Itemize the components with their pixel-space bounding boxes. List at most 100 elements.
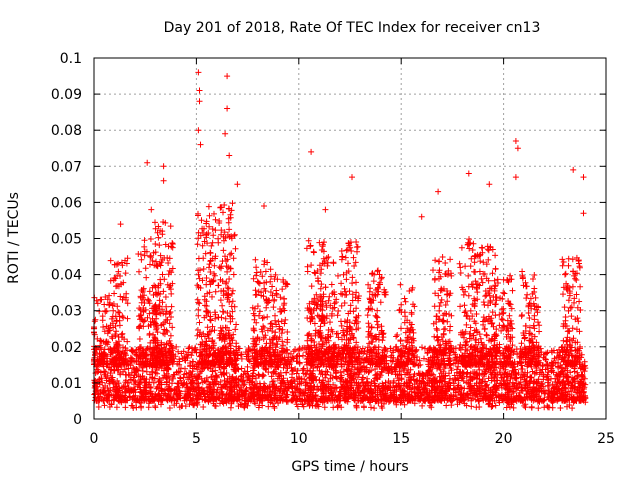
data-point xyxy=(259,371,266,378)
data-point xyxy=(220,308,227,315)
data-point xyxy=(120,314,127,321)
data-point xyxy=(94,366,101,373)
data-point xyxy=(122,270,129,277)
data-point xyxy=(152,283,159,290)
data-point xyxy=(499,375,505,381)
data-point xyxy=(265,369,272,376)
data-point xyxy=(335,308,342,314)
data-point xyxy=(175,348,182,355)
data-point xyxy=(175,369,182,376)
data-point xyxy=(413,357,420,363)
data-point xyxy=(167,223,174,230)
data-point xyxy=(169,380,175,387)
data-point xyxy=(448,367,455,374)
data-point xyxy=(485,375,492,382)
data-point xyxy=(571,375,577,382)
data-point xyxy=(479,370,486,377)
data-point xyxy=(224,291,231,298)
data-point xyxy=(95,404,102,410)
data-point xyxy=(528,374,535,381)
data-point xyxy=(447,375,453,382)
data-point xyxy=(224,375,231,382)
data-point xyxy=(330,404,337,411)
data-point xyxy=(183,380,190,387)
data-point xyxy=(284,365,291,372)
data-point xyxy=(205,203,212,210)
data-point xyxy=(570,377,577,383)
data-point xyxy=(391,366,398,373)
data-point xyxy=(166,405,173,411)
data-point xyxy=(544,371,551,378)
data-point xyxy=(101,402,108,409)
data-point xyxy=(264,313,271,320)
data-point xyxy=(113,328,120,335)
data-point xyxy=(263,304,270,311)
data-point xyxy=(156,242,163,249)
data-point xyxy=(419,344,425,351)
data-point xyxy=(99,313,106,320)
data-point xyxy=(236,345,243,352)
data-point xyxy=(200,404,207,410)
data-point xyxy=(131,377,138,384)
data-point xyxy=(310,248,317,255)
data-point xyxy=(233,321,240,328)
data-point xyxy=(540,354,547,361)
data-point xyxy=(220,209,226,216)
data-point xyxy=(152,404,159,411)
data-point xyxy=(455,388,462,395)
data-point xyxy=(327,319,333,326)
data-point xyxy=(215,239,222,246)
data-point xyxy=(195,306,202,313)
data-point xyxy=(308,371,315,378)
data-point xyxy=(207,250,214,257)
data-point xyxy=(224,268,231,275)
data-point xyxy=(220,247,227,254)
data-point xyxy=(110,307,117,314)
chart-title: Day 201 of 2018, Rate Of TEC Index for r… xyxy=(164,20,541,36)
data-point xyxy=(255,279,262,286)
data-point xyxy=(522,404,529,411)
data-point xyxy=(450,380,457,387)
data-point xyxy=(549,381,556,388)
data-point xyxy=(337,369,344,376)
data-point xyxy=(344,371,351,378)
data-point xyxy=(450,349,457,356)
data-point xyxy=(284,391,291,398)
data-point xyxy=(141,243,148,250)
data-point xyxy=(111,367,117,374)
data-point xyxy=(384,348,391,355)
data-point xyxy=(139,368,146,374)
data-point xyxy=(146,288,153,295)
data-point xyxy=(492,402,499,409)
data-point xyxy=(195,255,202,262)
data-point xyxy=(513,346,520,353)
data-point xyxy=(454,384,461,391)
data-point xyxy=(275,371,282,378)
data-point xyxy=(139,373,146,380)
data-point xyxy=(284,377,291,384)
data-point xyxy=(289,368,296,375)
data-point xyxy=(270,304,277,311)
data-point xyxy=(168,303,175,310)
data-point xyxy=(198,217,205,224)
data-point xyxy=(119,313,126,320)
data-point xyxy=(311,269,318,276)
data-point xyxy=(230,271,237,278)
data-point xyxy=(215,282,222,289)
data-point xyxy=(497,355,503,362)
data-point xyxy=(242,349,249,356)
data-point xyxy=(162,294,169,300)
data-point xyxy=(421,355,427,362)
data-point xyxy=(252,287,259,294)
data-point xyxy=(300,365,307,372)
data-point xyxy=(277,308,284,315)
data-point xyxy=(371,383,378,390)
data-point xyxy=(282,316,289,323)
data-point xyxy=(226,226,233,233)
data-point xyxy=(136,268,142,275)
data-point xyxy=(479,377,486,383)
data-point xyxy=(209,239,216,246)
data-point xyxy=(215,381,222,388)
data-point xyxy=(318,369,325,375)
data-point xyxy=(186,344,193,351)
